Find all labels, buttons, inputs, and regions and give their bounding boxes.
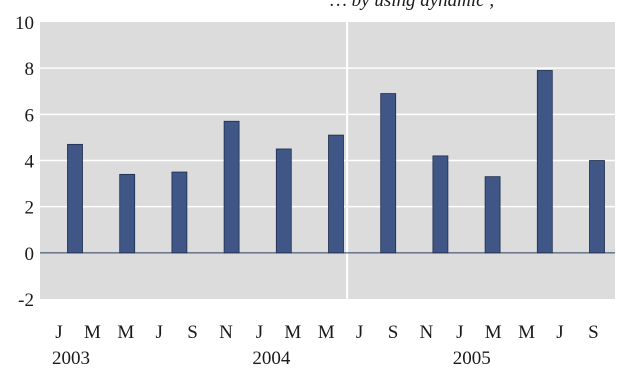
bar-5 — [328, 134, 344, 254]
bar-7 — [432, 155, 449, 254]
x-tick-label-16: S — [588, 322, 599, 343]
x-tick-label-14: M — [518, 322, 535, 343]
y-tick-label-2: 2 — [25, 198, 35, 219]
bar-10 — [589, 160, 605, 254]
y-tick-label-5: 8 — [25, 59, 35, 80]
year-label-2: 2005 — [453, 348, 491, 369]
x-tick-label-6: J — [256, 322, 263, 343]
bar-0 — [67, 143, 83, 254]
bar-2 — [171, 171, 188, 254]
bar-3 — [223, 120, 240, 254]
x-tick-label-4: S — [187, 322, 198, 343]
x-tick-label-7: M — [284, 322, 301, 343]
x-tick-label-5: N — [219, 322, 233, 343]
y-tick-label-4: 6 — [25, 105, 35, 126]
x-tick-label-13: M — [485, 322, 502, 343]
x-tick-label-1: M — [84, 322, 101, 343]
x-tick-label-9: J — [356, 322, 363, 343]
x-tick-label-8: M — [318, 322, 335, 343]
year-label-0: 2003 — [52, 348, 90, 369]
x-tick-label-11: N — [420, 322, 434, 343]
y-axis-tick-labels: -2 0 2 4 6 8 10 — [15, 13, 35, 311]
x-tick-label-2: M — [117, 322, 134, 343]
year-label-1: 2004 — [252, 348, 291, 369]
x-tick-label-10: S — [388, 322, 399, 343]
x-tick-label-3: J — [155, 322, 162, 343]
bar-series — [67, 70, 605, 254]
bar-8 — [484, 176, 501, 254]
x-tick-label-15: J — [556, 322, 563, 343]
y-tick-label-1: 0 — [25, 244, 35, 265]
x-tick-label-12: J — [456, 322, 463, 343]
x-axis-year-labels: 2003 2004 2005 — [52, 348, 491, 369]
y-tick-label-3: 4 — [25, 152, 35, 173]
gridlines — [40, 22, 615, 299]
bar-1 — [119, 173, 136, 254]
chart-title: … by using dynamic , — [330, 0, 494, 11]
bar-9 — [536, 70, 553, 254]
bar-6 — [380, 93, 397, 254]
x-tick-label-0: J — [55, 322, 62, 343]
y-tick-label-0: -2 — [18, 290, 34, 311]
bar-4 — [275, 148, 292, 254]
y-tick-label-6: 10 — [15, 13, 34, 34]
